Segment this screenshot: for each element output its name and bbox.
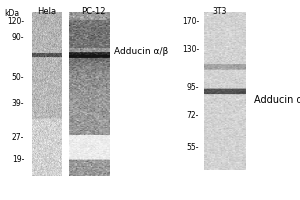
Text: 170-: 170-	[182, 17, 199, 25]
Text: Hela: Hela	[37, 7, 56, 16]
Text: kDa: kDa	[5, 9, 20, 18]
Text: 120-: 120-	[7, 17, 24, 25]
Text: 55-: 55-	[187, 142, 199, 152]
Text: 3T3: 3T3	[212, 7, 226, 16]
Text: Adducin α/β: Adducin α/β	[254, 95, 300, 105]
Text: 90-: 90-	[12, 32, 24, 42]
Text: 39-: 39-	[12, 99, 24, 108]
Text: 50-: 50-	[12, 72, 24, 82]
Text: 95-: 95-	[187, 83, 199, 92]
Text: 19-: 19-	[12, 156, 24, 164]
Text: 130-: 130-	[182, 45, 199, 53]
Text: PC-12: PC-12	[81, 7, 106, 16]
Text: 27-: 27-	[12, 132, 24, 142]
Text: Adducin α/β: Adducin α/β	[114, 47, 168, 56]
Text: 72-: 72-	[187, 110, 199, 119]
